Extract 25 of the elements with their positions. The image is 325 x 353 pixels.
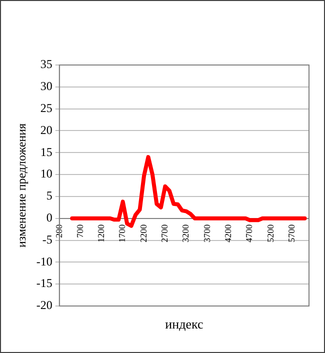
x-tick-label: 2700 bbox=[160, 224, 170, 242]
y-tick-label: 25 bbox=[40, 100, 52, 115]
x-tick-label: 1200 bbox=[96, 224, 106, 242]
y-tick-label: 10 bbox=[40, 166, 52, 181]
y-tick-label: 15 bbox=[40, 144, 52, 159]
x-tick-label: 4200 bbox=[222, 224, 233, 242]
y-tick-label: -15 bbox=[36, 276, 52, 290]
y-tick-label: 5 bbox=[46, 188, 52, 203]
y-tick-label: -5 bbox=[42, 232, 52, 246]
x-tick-label: 2200 bbox=[138, 224, 148, 242]
x-tick-label: 5200 bbox=[265, 224, 276, 242]
x-axis-title: индекс bbox=[165, 316, 204, 332]
y-tick-label: 30 bbox=[40, 79, 52, 94]
y-axis-title: изменение предложения bbox=[14, 123, 28, 248]
x-tick-label: 1700 bbox=[117, 224, 128, 242]
y-tick-label: 35 bbox=[40, 57, 52, 72]
x-tick-label: 5700 bbox=[286, 224, 296, 242]
y-tick-label: 0 bbox=[46, 210, 52, 225]
x-tick-label: 3200 bbox=[180, 224, 191, 242]
x-tick-label: 3700 bbox=[202, 224, 212, 242]
x-tick-label: 700 bbox=[74, 224, 85, 238]
y-tick-label: 20 bbox=[40, 122, 52, 137]
y-tick-label: -20 bbox=[36, 298, 52, 312]
y-tick-label: -10 bbox=[36, 254, 52, 268]
x-tick-label: 4700 bbox=[244, 224, 254, 242]
